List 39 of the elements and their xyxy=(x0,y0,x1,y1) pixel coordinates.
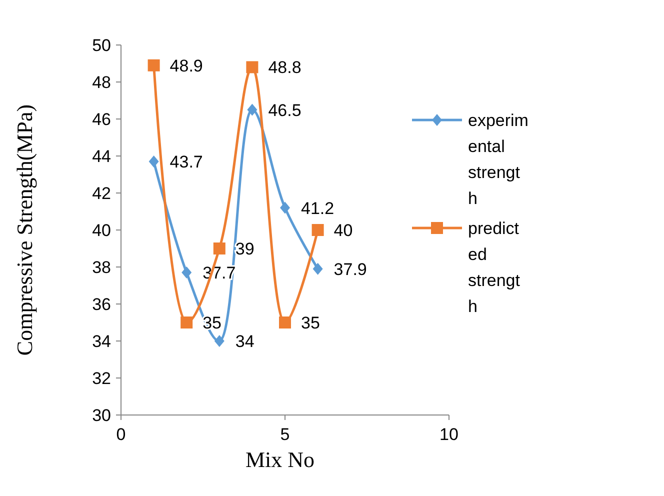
point xyxy=(280,202,290,214)
legend-label: predicted strength xyxy=(468,219,520,316)
data-label: 40 xyxy=(334,221,353,240)
y-tick-label: 46 xyxy=(92,110,111,129)
point xyxy=(246,61,258,74)
point xyxy=(148,156,159,168)
point xyxy=(213,242,226,254)
y-tick-label: 30 xyxy=(92,406,111,425)
point xyxy=(180,316,193,328)
data-label: 48.8 xyxy=(268,58,302,78)
x-tick-label: 0 xyxy=(116,425,126,444)
data-label: 39 xyxy=(235,240,254,258)
y-tick-label: 48 xyxy=(92,72,111,92)
y-tick-label: 50 xyxy=(92,36,111,55)
x-tick-label: 5 xyxy=(280,425,290,444)
y-tick-label: 44 xyxy=(92,146,111,166)
y-axis-title: Compressive Strength(MPa) xyxy=(12,104,37,356)
y-tick-label: 38 xyxy=(92,258,111,277)
x-axis-title: Mix No xyxy=(245,447,315,472)
point xyxy=(247,104,258,116)
data-label: 41.2 xyxy=(301,198,334,218)
point xyxy=(214,335,224,347)
data-label: 34 xyxy=(235,332,254,351)
data-label: 48.9 xyxy=(170,56,203,76)
point xyxy=(148,59,160,72)
y-tick-label: 42 xyxy=(92,184,111,203)
point xyxy=(312,262,323,275)
point xyxy=(279,316,291,328)
y-tick-label: 34 xyxy=(92,332,111,351)
y-tick-label: 40 xyxy=(92,220,111,240)
point xyxy=(312,224,324,236)
data-label: 35 xyxy=(301,314,320,332)
data-label: 46.5 xyxy=(268,100,302,120)
y-tick-label: 36 xyxy=(92,294,111,314)
data-label: 43.7 xyxy=(170,152,203,172)
data-label: 37.9 xyxy=(334,260,367,279)
y-tick-label: 32 xyxy=(92,368,111,388)
point xyxy=(182,266,192,279)
x-tick-label: 10 xyxy=(440,425,458,444)
